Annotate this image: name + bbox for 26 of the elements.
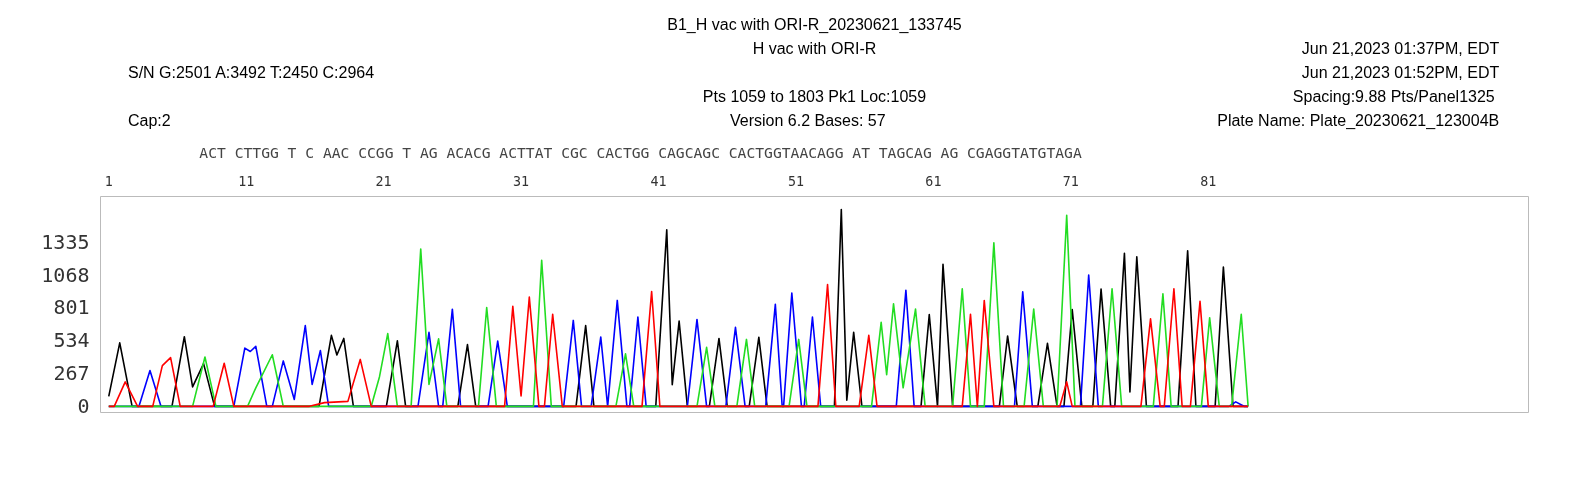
text: S/N G:2501 A:3492 T:2450 C:2964 xyxy=(127,64,375,81)
text: Spacing:9.88 Pts/Panel1325 xyxy=(1292,88,1495,105)
text: Jun 21,2023 01:37PM, EDT xyxy=(1301,40,1500,57)
text: Version 6.2 Bases: 57 xyxy=(730,112,886,129)
y-tick-label: 0 xyxy=(77,394,90,419)
x-tick-label: 51 xyxy=(787,173,804,189)
x-tick-label: 61 xyxy=(925,173,942,189)
y-tick-label: 801 xyxy=(53,295,90,320)
text: Cap:2 xyxy=(127,112,171,129)
x-tick-label: 41 xyxy=(650,173,667,189)
x-tick-label: 71 xyxy=(1062,173,1079,189)
x-tick-label: 11 xyxy=(238,173,255,189)
text: Plate Name: Plate_20230621_123004B xyxy=(1217,112,1500,130)
x-tick-label: 21 xyxy=(375,173,392,189)
chart-title: B1_H vac with ORI-R_20230621_133745 xyxy=(667,16,962,34)
chart-subtitle: H vac with ORI-R xyxy=(752,40,877,57)
x-tick-label: 31 xyxy=(513,173,530,189)
y-tick-label: 1068 xyxy=(41,262,90,287)
text: ACT CTTGG T C AAC CCGG T AG ACACG ACTTAT CGC CACTGG CAGCAGC CACTGGTAACAGG AT TAGCAG AG CGAGGTATGTAGA xyxy=(199,144,1082,161)
x-tick-label: 81 xyxy=(1200,173,1217,189)
y-tick-label: 534 xyxy=(53,328,90,353)
text: Jun 21,2023 01:52PM, EDT xyxy=(1301,64,1500,81)
y-tick-label: 1335 xyxy=(41,229,90,254)
y-tick-label: 267 xyxy=(53,361,90,386)
text: Pts 1059 to 1803 Pk1 Loc:1059 xyxy=(702,88,927,105)
x-tick-label: 1 xyxy=(104,173,113,189)
